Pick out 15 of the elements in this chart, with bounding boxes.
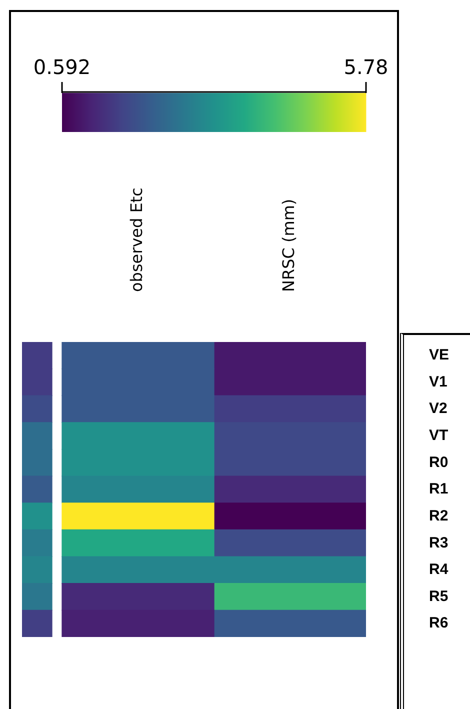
y-tick-label: R0 bbox=[429, 454, 448, 471]
y-tick-label: R4 bbox=[429, 561, 449, 578]
y-tick-label: V2 bbox=[429, 400, 448, 418]
y-tick-label: R2 bbox=[429, 507, 448, 524]
y-tick-label: V1 bbox=[429, 373, 448, 390]
color-bar-label: 5.78 bbox=[344, 55, 388, 79]
x-tick-label: observed Etc bbox=[127, 188, 146, 292]
y-tick-label: R3 bbox=[429, 534, 448, 552]
y-tick-label: R6 bbox=[429, 614, 448, 632]
color-bar-label: 0.592 bbox=[33, 55, 91, 79]
x-tick-label: NRSC (mm) bbox=[279, 198, 298, 292]
y-tick-label: VE bbox=[429, 346, 450, 364]
y-tick-label: R5 bbox=[429, 588, 448, 605]
y-tick-label: VT bbox=[429, 427, 448, 444]
y-tick-label: R1 bbox=[429, 480, 448, 498]
